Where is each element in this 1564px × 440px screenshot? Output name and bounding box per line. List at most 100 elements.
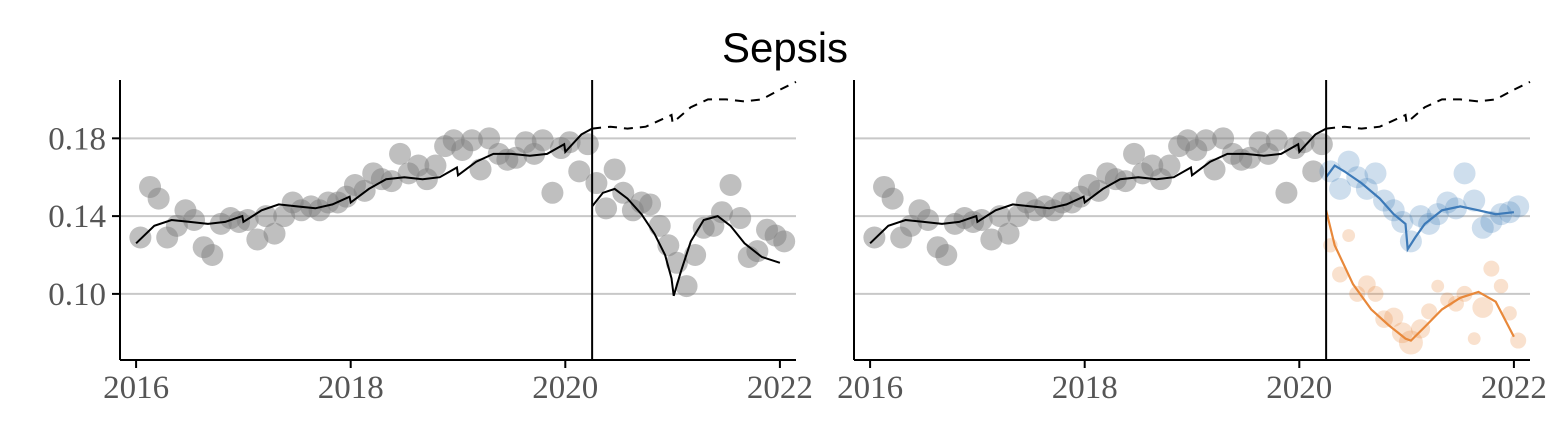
blue-point-1 xyxy=(1329,177,1352,200)
x-tick-label-3: 2022 xyxy=(747,370,813,406)
observed-point-33 xyxy=(1158,154,1181,177)
post-point-11 xyxy=(684,244,707,266)
orange-point-18 xyxy=(1483,260,1500,277)
orange-point-1 xyxy=(1332,266,1349,283)
orange-point-10 xyxy=(1410,319,1431,339)
panel-right: 2016 2018 2020 2022 xyxy=(837,80,1547,406)
left-tick-labels: 2016 2018 2020 2022 0.10 0.14 0.18 xyxy=(48,121,813,406)
observed-point-50 xyxy=(1310,133,1333,156)
orange-point-6 xyxy=(1375,310,1393,328)
y-tick-label-1: 0.14 xyxy=(48,199,106,235)
orange-point-12 xyxy=(1431,279,1445,293)
right-tick-labels: 2016 2018 2020 2022 xyxy=(837,370,1547,406)
x-tick-label-3: 2022 xyxy=(1481,370,1547,406)
post-point-6 xyxy=(639,193,662,216)
orange-point-9 xyxy=(1398,330,1423,355)
blue-point-21 xyxy=(1507,195,1530,218)
blue-point-11 xyxy=(1418,212,1441,235)
blue-point-15 xyxy=(1453,162,1476,185)
observed-point-49 xyxy=(1302,160,1325,183)
observed-point-2 xyxy=(147,187,170,210)
counterfactual-line xyxy=(591,81,797,130)
post-fit-line xyxy=(591,187,781,297)
orange-point-17 xyxy=(1472,297,1494,318)
left-lines xyxy=(135,80,797,360)
observed-point-37 xyxy=(1194,129,1217,152)
orange-point-14 xyxy=(1447,295,1464,312)
observed-point-28 xyxy=(380,170,403,193)
observed-point-8 xyxy=(935,244,958,266)
orange-point-4 xyxy=(1358,275,1376,293)
right-axes xyxy=(853,80,1530,368)
observed-point-29 xyxy=(1123,142,1146,165)
x-tick-label-1: 2018 xyxy=(318,370,384,406)
orange-point-5 xyxy=(1367,285,1384,302)
observed-point-46 xyxy=(1275,181,1298,204)
observed-point-45 xyxy=(531,129,554,152)
orange-point-7 xyxy=(1384,307,1404,327)
observed-point-15 xyxy=(997,222,1020,245)
observed-point-38 xyxy=(1203,158,1226,181)
observed-point-50 xyxy=(576,133,599,156)
post-point-16 xyxy=(729,207,752,230)
post-point-0 xyxy=(585,172,608,195)
observed-point-13 xyxy=(980,228,1003,251)
post-point-2 xyxy=(603,158,626,181)
y-tick-label-0: 0.10 xyxy=(48,277,106,313)
post-point-10 xyxy=(675,275,698,298)
observed-point-13 xyxy=(246,228,269,251)
observed-point-49 xyxy=(568,160,591,183)
orange-point-3 xyxy=(1349,285,1366,302)
orange-fit-line xyxy=(1325,210,1515,342)
observed-point-6 xyxy=(917,209,940,231)
fitted-line xyxy=(135,127,593,245)
post-point-7 xyxy=(648,214,671,237)
observed-point-38 xyxy=(469,158,492,181)
observed-point-8 xyxy=(201,244,224,266)
post-point-14 xyxy=(710,201,733,224)
observed-point-33 xyxy=(424,154,447,177)
observed-point-15 xyxy=(263,222,286,245)
x-tick-label-2: 2020 xyxy=(1266,370,1332,406)
x-tick-label-1: 2018 xyxy=(1052,370,1118,406)
y-tick-label-2: 0.18 xyxy=(48,121,106,157)
blue-point-18 xyxy=(1480,210,1503,233)
observed-point-37 xyxy=(460,129,483,152)
chart-title: Sepsis xyxy=(722,24,848,71)
post-point-15 xyxy=(719,174,742,196)
orange-point-8 xyxy=(1391,322,1413,344)
orange-point-16 xyxy=(1467,332,1481,346)
observed-point-28 xyxy=(1114,170,1137,193)
right-points xyxy=(863,127,1530,355)
post-point-3 xyxy=(612,181,635,204)
left-points xyxy=(129,127,796,298)
observed-point-0 xyxy=(129,226,152,249)
x-tick-label-0: 2016 xyxy=(837,370,903,406)
post-point-1 xyxy=(595,197,618,220)
blue-point-17 xyxy=(1471,216,1494,239)
blue-fit-line xyxy=(1325,164,1515,253)
post-point-21 xyxy=(773,230,796,253)
orange-point-21 xyxy=(1510,332,1527,349)
blue-point-7 xyxy=(1382,199,1405,222)
blue-point-16 xyxy=(1463,189,1486,212)
counterfactual-line xyxy=(1325,81,1531,130)
orange-point-2 xyxy=(1342,229,1356,242)
x-tick-label-0: 2016 xyxy=(103,370,169,406)
observed-point-46 xyxy=(541,181,564,204)
panel-left: 2016 2018 2020 2022 0.10 0.14 0.18 xyxy=(48,80,813,406)
observed-point-0 xyxy=(863,226,886,249)
orange-point-20 xyxy=(1502,306,1517,321)
blue-point-2 xyxy=(1337,150,1360,173)
observed-point-2 xyxy=(881,187,904,210)
fitted-line xyxy=(869,127,1327,245)
blue-point-6 xyxy=(1373,189,1396,212)
observed-point-45 xyxy=(1265,129,1288,152)
orange-point-11 xyxy=(1421,303,1438,320)
right-lines xyxy=(869,80,1531,360)
x-tick-label-2: 2020 xyxy=(532,370,598,406)
orange-point-19 xyxy=(1493,278,1509,294)
observed-point-6 xyxy=(183,209,206,231)
blue-point-5 xyxy=(1364,162,1387,185)
